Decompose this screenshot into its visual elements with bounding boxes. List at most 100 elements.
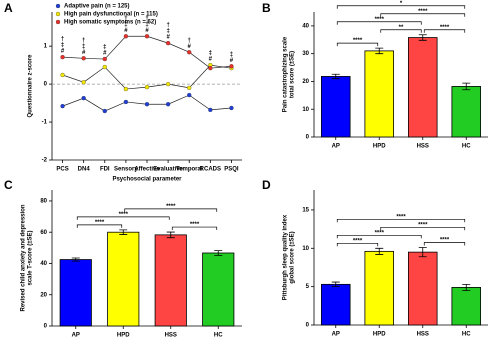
significance-symbol: ‡ (166, 29, 169, 35)
legend-marker (55, 11, 61, 17)
x-tick-label: Evaluative (153, 167, 183, 173)
x-axis-label: Psychosocial parameter (112, 177, 182, 183)
data-point (81, 80, 86, 85)
bar (451, 86, 482, 138)
significance-label: **** (418, 222, 428, 228)
panel-label: D (262, 178, 271, 192)
x-tick-label: HC (462, 144, 471, 150)
error-bar (462, 283, 471, 291)
x-tick-label: DN4 (78, 167, 91, 173)
x-tick-label: Affective (134, 167, 160, 173)
data-point (81, 95, 86, 101)
significance-label: **** (95, 220, 105, 226)
x-tick-label: HPD (117, 333, 130, 339)
legend-label: High pain dysfunctional (n = 115) (64, 12, 158, 18)
significance-label: **** (166, 204, 176, 210)
significance-symbol: † (166, 23, 169, 29)
significance-label: **** (396, 214, 406, 220)
data-point (187, 92, 192, 98)
bar (59, 259, 92, 327)
y-axis-label: Revised child anxiety and depression (21, 204, 27, 311)
bar (107, 231, 140, 327)
significance-label: **** (440, 25, 450, 31)
bar (202, 252, 235, 327)
significance-label: **** (375, 17, 385, 23)
significance-symbol: # (61, 49, 65, 55)
bar (320, 283, 351, 326)
significance-symbol: ‡ (103, 45, 106, 51)
y-axis-label: Pain catastrophizing scale (283, 36, 289, 112)
error-bar (418, 247, 427, 258)
y-tick-label: -1 (42, 120, 48, 126)
y-tick-label: 0 (306, 323, 310, 329)
data-point (102, 108, 107, 114)
significance-bracket (171, 226, 218, 231)
significance-label: **** (119, 212, 129, 218)
data-point (165, 40, 171, 46)
error-bar (462, 82, 471, 91)
bar (364, 50, 395, 138)
significance-symbol: # (209, 57, 213, 63)
legend-label: Adaptive pain (n = 125) (64, 4, 130, 10)
significance-bracket (423, 29, 466, 33)
x-tick-label: HPD (373, 332, 386, 338)
significance-symbol: # (166, 35, 170, 41)
significance-label: **** (375, 230, 385, 236)
legend-marker (55, 3, 61, 9)
y-tick-label: 40 (302, 23, 309, 29)
x-tick-label: AP (332, 332, 340, 338)
significance-symbol: # (103, 51, 107, 57)
panel-label: C (4, 178, 13, 192)
y-tick-label: 10 (302, 246, 309, 252)
y-tick-label: 5 (306, 284, 310, 290)
error-bar (331, 281, 340, 288)
data-point (229, 64, 234, 69)
x-tick-label: HC (214, 333, 223, 339)
significance-label: **** (440, 238, 450, 244)
significance-bracket (336, 21, 422, 25)
data-point (208, 107, 213, 113)
data-point (144, 102, 150, 107)
significance-symbol: † (124, 16, 127, 22)
significance-bracket (423, 242, 466, 246)
data-point (60, 72, 65, 78)
bar (154, 234, 187, 327)
x-tick-label: AP (332, 144, 340, 150)
data-point (165, 81, 171, 87)
significance-label: **** (353, 238, 363, 244)
significance-bracket (336, 242, 379, 247)
data-point (102, 64, 107, 70)
data-point (60, 55, 65, 60)
significance-symbol: # (82, 50, 86, 56)
y-axis-label: global score (±SE) (290, 231, 296, 283)
data-point (102, 56, 107, 62)
significance-symbol: ‡ (61, 43, 64, 49)
data-point (144, 84, 150, 90)
significance-symbol: ‡ (124, 22, 127, 28)
y-axis-label: total score (±SE) (290, 51, 296, 98)
significance-label: **** (418, 9, 428, 15)
significance-bracket (76, 224, 123, 228)
significance-label: * (400, 1, 403, 7)
panel-label: B (262, 1, 271, 15)
x-tick-label: Temporal (176, 167, 203, 173)
significance-symbol: ‡ (82, 44, 85, 50)
significance-symbol: † (82, 38, 85, 44)
legend-marker (55, 19, 61, 25)
significance-bracket (380, 29, 422, 33)
significance-symbol: ‡ (145, 22, 148, 28)
y-tick-label: 1 (44, 44, 48, 50)
significance-bracket (76, 216, 170, 220)
x-tick-label: RCADS (200, 167, 221, 173)
x-tick-label: HSS (417, 144, 429, 150)
y-tick-label: 20 (302, 79, 309, 85)
significance-bracket (380, 13, 466, 17)
y-axis-label: Questionnaire z-score (28, 54, 34, 118)
bar (407, 251, 438, 326)
bar (320, 76, 351, 138)
y-tick-label: 80 (40, 199, 47, 205)
significance-symbol: † (188, 38, 191, 44)
significance-symbol: # (124, 28, 128, 34)
bar (364, 250, 395, 326)
error-bar (166, 231, 175, 239)
